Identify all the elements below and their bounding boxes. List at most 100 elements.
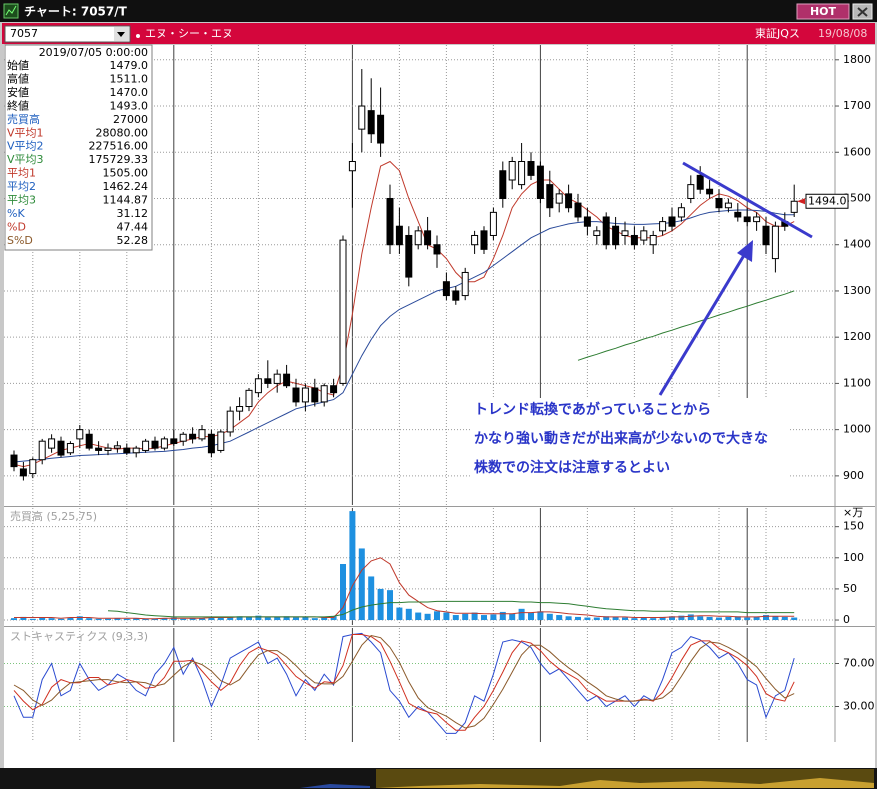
hot-label[interactable]: HOT bbox=[810, 5, 837, 18]
info-datetime: 2019/07/05 0:00:00 bbox=[39, 46, 148, 59]
volume-bar bbox=[763, 615, 769, 621]
annotation-text: トレンド転換であがっていることから bbox=[474, 401, 711, 418]
y-tick-label: 0 bbox=[843, 613, 850, 626]
candle-body bbox=[123, 447, 131, 454]
candle-body bbox=[790, 200, 798, 213]
candle-body bbox=[273, 373, 281, 384]
candle-body bbox=[715, 197, 723, 209]
info-value: 1144.87 bbox=[103, 194, 149, 207]
info-value: 1470.0 bbox=[110, 86, 149, 99]
candle-body bbox=[358, 105, 366, 130]
candle-body bbox=[254, 378, 262, 394]
volume-bar bbox=[481, 615, 487, 621]
volume-bar bbox=[669, 616, 675, 621]
toolbar bbox=[2, 23, 875, 44]
volume-bar bbox=[678, 615, 685, 621]
candle-body bbox=[38, 440, 46, 461]
moving-average bbox=[577, 290, 795, 361]
volume-bar bbox=[612, 616, 619, 621]
candle-body bbox=[367, 110, 375, 135]
volume-bar bbox=[11, 618, 17, 621]
volume-bar bbox=[123, 618, 130, 621]
candle-body bbox=[565, 193, 573, 209]
candle-body bbox=[245, 389, 253, 408]
candle-body bbox=[348, 161, 356, 172]
volume-bar bbox=[180, 618, 187, 621]
candle-body bbox=[630, 234, 638, 246]
candle-body bbox=[743, 216, 751, 223]
scroll-thumb[interactable] bbox=[376, 769, 874, 788]
candle-body bbox=[264, 378, 272, 384]
candle-body bbox=[405, 234, 413, 278]
volume-bar bbox=[170, 617, 177, 621]
info-label: 始値 bbox=[7, 58, 29, 72]
info-label: V平均3 bbox=[7, 153, 44, 166]
dropdown-arrow[interactable] bbox=[117, 32, 125, 37]
company-name: エヌ・シー・エヌ bbox=[145, 27, 233, 40]
y-tick-label: 1100 bbox=[843, 376, 871, 389]
annotation-box bbox=[472, 398, 790, 505]
volume-bar bbox=[274, 616, 281, 621]
candle-body bbox=[574, 202, 582, 218]
volume-bar bbox=[781, 616, 788, 621]
candle-body bbox=[471, 234, 479, 246]
volume-bar bbox=[499, 611, 506, 621]
candle-body bbox=[668, 216, 676, 227]
info-value: 31.12 bbox=[117, 207, 149, 220]
info-label: %K bbox=[7, 207, 25, 220]
stochastic-line bbox=[13, 634, 795, 729]
volume-bar bbox=[405, 608, 412, 621]
volume-bar bbox=[302, 616, 309, 621]
volume-bar bbox=[659, 616, 666, 621]
info-value: 47.44 bbox=[117, 220, 149, 233]
volume-bar bbox=[622, 617, 628, 621]
candle-body bbox=[687, 184, 695, 199]
volume-bar bbox=[264, 617, 271, 621]
close-icon[interactable] bbox=[857, 7, 868, 17]
candle-body bbox=[734, 211, 742, 218]
volume-bar bbox=[76, 616, 83, 621]
volume-bar bbox=[255, 615, 262, 621]
volume-bar bbox=[330, 616, 337, 621]
candle-body bbox=[377, 114, 385, 144]
candle-body bbox=[330, 385, 338, 394]
volume-bar bbox=[189, 618, 196, 621]
candle-body bbox=[536, 165, 544, 199]
volume-bar bbox=[415, 612, 422, 621]
candle-body bbox=[95, 447, 103, 451]
volume-bar bbox=[509, 613, 516, 621]
volume-bar bbox=[142, 618, 149, 621]
info-label: 高値 bbox=[7, 71, 29, 85]
y-tick-label: 1700 bbox=[843, 99, 871, 112]
arrow-head bbox=[737, 240, 753, 262]
code-text[interactable]: 7057 bbox=[10, 27, 38, 40]
candle-body bbox=[236, 406, 244, 412]
info-label: 平均2 bbox=[7, 180, 36, 193]
candle-body bbox=[142, 440, 150, 451]
annotation-text: 株数での注文は注意するとよい bbox=[474, 459, 670, 476]
last-price-pointer bbox=[797, 198, 805, 205]
volume-bar bbox=[452, 615, 459, 621]
info-label: 売買高 bbox=[7, 112, 40, 126]
volume-bar bbox=[321, 617, 328, 621]
name-bullet bbox=[136, 34, 140, 38]
volume-bar bbox=[565, 616, 572, 621]
stochastic-line bbox=[13, 632, 795, 734]
candle-body bbox=[677, 207, 685, 218]
info-value: 1493.0 bbox=[110, 99, 149, 112]
candle-body bbox=[10, 454, 18, 468]
candle-body bbox=[311, 387, 319, 403]
hot-button[interactable] bbox=[796, 3, 850, 20]
info-value: 1479.0 bbox=[110, 59, 149, 72]
volume-bar bbox=[39, 617, 46, 621]
code-dropdown[interactable] bbox=[4, 25, 131, 43]
volume-bar bbox=[753, 616, 760, 621]
title-bar bbox=[0, 0, 877, 22]
volume-bar bbox=[58, 618, 64, 621]
info-label: 終値 bbox=[7, 98, 29, 112]
y-tick-label: 1200 bbox=[843, 330, 871, 343]
app-icon-glyph bbox=[5, 5, 17, 16]
volume-bar bbox=[358, 548, 365, 621]
axis-unit: ×万 bbox=[843, 506, 863, 519]
volume-bar bbox=[86, 618, 93, 621]
